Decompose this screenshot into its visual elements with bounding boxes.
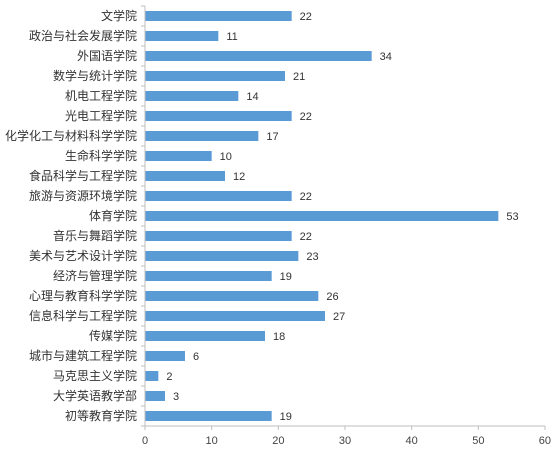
- bar: [145, 31, 219, 41]
- data-label: 18: [273, 331, 285, 343]
- category-label: 城市与建筑工程学院: [29, 348, 137, 363]
- category-label: 马克思主义学院: [53, 368, 137, 383]
- data-label: 22: [300, 11, 312, 23]
- data-label: 22: [300, 231, 312, 243]
- data-label: 6: [193, 351, 199, 363]
- category-label: 旅游与资源环境学院: [29, 188, 137, 203]
- bar: [145, 131, 259, 141]
- category-labels: 文学院政治与社会发展学院外国语学院数学与统计学院机电工程学院光电工程学院化学化工…: [5, 8, 137, 423]
- bar: [145, 211, 499, 221]
- category-label: 机电工程学院: [65, 88, 137, 103]
- category-label: 经济与管理学院: [53, 268, 137, 283]
- data-label: 2: [166, 371, 172, 383]
- data-label: 22: [300, 111, 312, 123]
- category-label: 政治与社会发展学院: [29, 28, 137, 43]
- data-label: 27: [333, 311, 345, 323]
- axes: 0 10 20 30 40 50 60: [141, 5, 551, 447]
- data-label: 53: [506, 211, 518, 223]
- data-label: 22: [300, 191, 312, 203]
- bar: [145, 171, 225, 181]
- category-label: 光电工程学院: [65, 108, 137, 123]
- category-label: 信息科学与工程学院: [29, 308, 137, 323]
- x-tick-label: 40: [406, 435, 418, 447]
- category-label: 美术与艺术设计学院: [29, 248, 137, 263]
- category-label: 音乐与舞蹈学院: [53, 228, 137, 243]
- category-label: 大学英语教学部: [53, 388, 137, 403]
- data-label: 34: [380, 51, 392, 63]
- category-label: 化学化工与材料科学学院: [5, 128, 137, 143]
- bar: [145, 291, 319, 301]
- data-label: 21: [293, 71, 305, 83]
- data-label: 3: [173, 391, 179, 403]
- bar: [145, 151, 212, 161]
- data-label: 12: [233, 171, 245, 183]
- x-tick-label: 0: [142, 435, 148, 447]
- category-label: 外国语学院: [77, 48, 137, 63]
- category-label: 生命科学学院: [65, 148, 137, 163]
- data-label: 19: [280, 411, 292, 423]
- bar: [145, 191, 292, 201]
- bar: [145, 351, 185, 361]
- category-label: 传媒学院: [89, 328, 137, 343]
- bar: [145, 91, 239, 101]
- category-label: 数学与统计学院: [53, 68, 137, 83]
- bar: [145, 411, 272, 421]
- bars-layer: [145, 11, 499, 421]
- data-label: 10: [220, 151, 232, 163]
- data-label: 14: [246, 91, 258, 103]
- bar: [145, 331, 265, 341]
- x-tick-label: 60: [539, 435, 551, 447]
- bar: [145, 371, 159, 381]
- x-tick-label: 20: [272, 435, 284, 447]
- bar: [145, 231, 292, 241]
- category-label: 心理与教育科学学院: [29, 288, 137, 303]
- x-tick-label: 30: [339, 435, 351, 447]
- bar: [145, 11, 292, 21]
- data-label: 11: [226, 31, 237, 43]
- category-label: 食品科学与工程学院: [29, 168, 137, 183]
- bar: [145, 111, 292, 121]
- category-label: 体育学院: [89, 208, 137, 223]
- data-label: 17: [266, 131, 278, 143]
- x-tick-label: 50: [472, 435, 484, 447]
- category-label: 文学院: [101, 8, 137, 23]
- bar: [145, 391, 165, 401]
- bar: [145, 71, 285, 81]
- category-label: 初等教育学院: [65, 408, 137, 423]
- data-label: 19: [280, 271, 292, 283]
- bar: [145, 271, 272, 281]
- bar: [145, 251, 299, 261]
- data-label: 26: [326, 291, 338, 303]
- data-label: 23: [306, 251, 318, 263]
- bar: [145, 311, 325, 321]
- bar: [145, 51, 372, 61]
- x-tick-label: 10: [206, 435, 218, 447]
